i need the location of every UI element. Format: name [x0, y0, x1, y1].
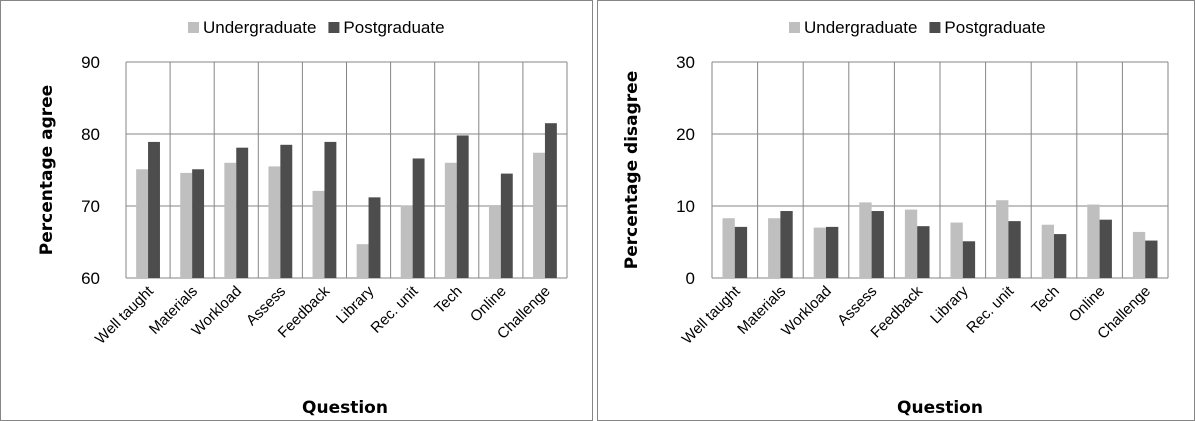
y-tick-label: 70 [81, 197, 100, 216]
bar-postgraduate-5 [324, 141, 337, 278]
bar-postgraduate-3 [236, 147, 249, 278]
bar-postgraduate-2 [780, 211, 793, 278]
x-axis-title: Question [302, 398, 388, 418]
bar-postgraduate-6 [962, 241, 976, 278]
legend-swatch-undergraduate [789, 22, 800, 33]
x-tick-label: Online [1066, 283, 1109, 326]
x-tick-label: Tech [1028, 283, 1062, 317]
x-tick-label: Online [467, 283, 510, 326]
x-tick-label: Workload [778, 283, 835, 340]
legend-label-undergraduate: Undergraduate [203, 18, 316, 37]
bar-undergraduate-4 [268, 166, 281, 278]
bar-postgraduate-4 [871, 211, 884, 278]
bar-postgraduate-10 [544, 123, 557, 278]
bar-undergraduate-1 [136, 169, 149, 278]
x-tick-label: Tech [431, 283, 465, 317]
legend-label-undergraduate: Undergraduate [804, 18, 917, 37]
y-tick-label: 20 [676, 125, 695, 144]
x-tick-label: Well taught [679, 282, 744, 347]
bar-undergraduate-3 [224, 162, 237, 278]
bar-undergraduate-8 [444, 162, 457, 278]
y-tick-label: 10 [676, 197, 695, 216]
bar-undergraduate-5 [904, 209, 918, 278]
bar-undergraduate-7 [996, 200, 1009, 278]
y-tick-label: 90 [81, 53, 100, 72]
y-tick-label: 60 [81, 269, 100, 288]
bar-undergraduate-1 [722, 218, 735, 278]
bar-undergraduate-10 [533, 152, 545, 278]
bar-undergraduate-7 [400, 205, 413, 278]
bar-postgraduate-8 [456, 135, 469, 278]
x-axis-title: Question [897, 398, 983, 418]
chart-panel-disagree: 0 10 20 30 Well taught Materials Workload Asses… [597, 0, 1195, 421]
bar-undergraduate-5 [312, 190, 325, 278]
bar-postgraduate-8 [1054, 234, 1067, 278]
legend-label-postgraduate: Postgraduate [944, 18, 1045, 37]
bar-undergraduate-2 [180, 172, 193, 278]
bar-postgraduate-6 [368, 197, 381, 278]
x-tick-label: Well taught [92, 282, 157, 347]
y-tick-label: 30 [676, 53, 695, 72]
bar-undergraduate-10 [1132, 231, 1146, 278]
bar-undergraduate-8 [1041, 224, 1054, 278]
y-axis-title: Percentage agree [37, 85, 57, 255]
y-tick-label: 80 [81, 125, 100, 144]
bar-postgraduate-9 [500, 173, 513, 278]
bar-undergraduate-6 [950, 222, 963, 278]
bar-undergraduate-4 [859, 202, 872, 278]
bar-undergraduate-3 [813, 227, 826, 278]
chart-panel-agree: 60 70 80 90 Well taught Materials Workload Asse… [0, 0, 593, 421]
bar-postgraduate-1 [148, 141, 160, 278]
bar-postgraduate-3 [826, 226, 839, 278]
y-tick-label: 0 [686, 269, 695, 288]
x-tick-label: Rec. unit [368, 282, 422, 336]
y-axis-title: Percentage disagree [622, 71, 642, 270]
bar-postgraduate-5 [917, 226, 930, 278]
bar-postgraduate-4 [280, 144, 293, 278]
bar-postgraduate-10 [1145, 240, 1158, 278]
legend-swatch-undergraduate [188, 22, 199, 33]
bar-undergraduate-2 [768, 218, 781, 278]
x-tick-label: Rec. unit [963, 282, 1017, 336]
legend-swatch-postgraduate [328, 22, 340, 33]
legend-label-postgraduate: Postgraduate [343, 18, 444, 37]
bar-postgraduate-2 [192, 169, 205, 278]
bar-postgraduate-1 [734, 226, 748, 278]
bar-postgraduate-7 [412, 158, 425, 278]
bar-undergraduate-6 [356, 244, 369, 278]
bar-undergraduate-9 [1087, 204, 1100, 278]
x-tick-label: Library [927, 282, 972, 327]
legend-swatch-postgraduate [929, 22, 941, 33]
bar-postgraduate-9 [1099, 219, 1112, 278]
bar-undergraduate-9 [488, 206, 501, 278]
bar-postgraduate-7 [1008, 221, 1021, 278]
